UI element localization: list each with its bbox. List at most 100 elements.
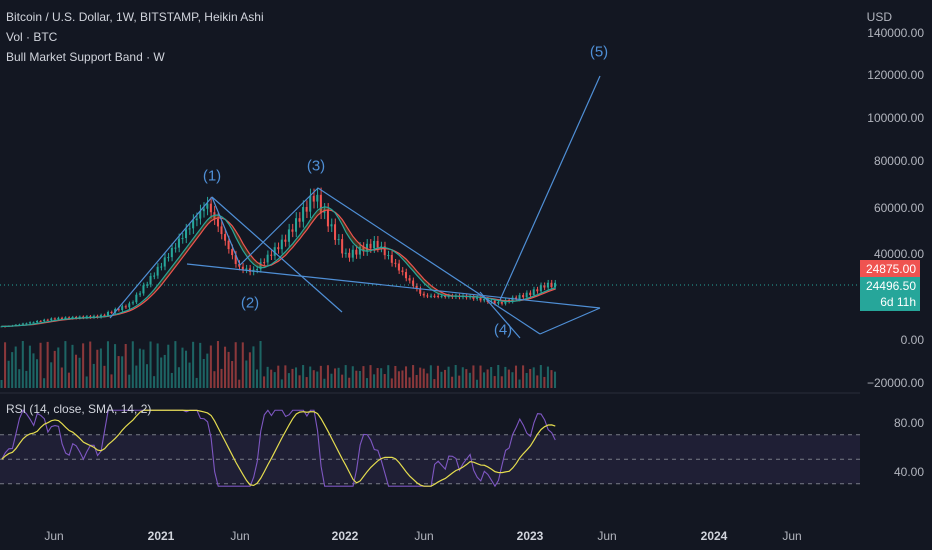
rsi-band (0, 434, 860, 484)
currency-label[interactable]: USD (866, 10, 892, 24)
candle-body (408, 278, 411, 281)
volume-bar (408, 377, 411, 388)
candle-body (216, 218, 219, 227)
volume-bar (174, 341, 177, 388)
volume-bar (103, 365, 106, 388)
price-tick: 60000.00 (873, 201, 924, 215)
candle-body (302, 206, 305, 222)
volume-bar (0, 380, 3, 388)
volume-bar (344, 365, 347, 388)
volume-bar (358, 370, 361, 388)
candle-body (138, 293, 141, 295)
volume-bar (156, 343, 159, 388)
last-price-badge: 24875.00 (860, 260, 920, 278)
volume-bar (525, 372, 528, 388)
time-tick: 2024 (700, 529, 728, 543)
volume-bar (7, 360, 10, 388)
candle-body (57, 317, 60, 320)
volume-bar (96, 349, 99, 388)
volume-bar (248, 352, 251, 388)
volume-bar (185, 350, 188, 388)
volume-bar (546, 366, 549, 388)
volume-bar (543, 376, 546, 388)
trendline (211, 196, 343, 313)
volume-bar (220, 368, 223, 388)
volume-bar (536, 375, 539, 388)
volume-bar (209, 345, 212, 388)
volume-bar (227, 351, 230, 388)
candle-body (422, 293, 425, 296)
candle-body (231, 249, 234, 256)
candle-body (511, 297, 514, 302)
candle-body (142, 285, 145, 294)
volume-bar (131, 341, 134, 388)
volume-bar (539, 365, 542, 388)
candle-body (167, 257, 170, 259)
trendline (211, 196, 241, 266)
volume-bar (390, 378, 393, 388)
volume-bar (497, 365, 500, 388)
candle-body (156, 266, 159, 276)
volume-bar (479, 365, 482, 388)
candle-body (390, 255, 393, 263)
volume-bar (468, 372, 471, 388)
volume-bar (397, 371, 400, 388)
volume-bar (280, 379, 283, 388)
candle-body (404, 272, 408, 279)
volume-bar (309, 366, 312, 388)
candle-body (206, 203, 209, 209)
price-tick: 0.00 (900, 333, 924, 347)
volume-bar (206, 353, 209, 388)
bull-band-legend[interactable]: Bull Market Support Band · W (6, 50, 165, 64)
candle-body (106, 311, 109, 316)
candle-body (43, 319, 46, 322)
candle-body (348, 252, 351, 258)
volume-bar (216, 341, 219, 388)
trendline (186, 263, 601, 309)
volume-bar (266, 366, 269, 388)
trendline (317, 187, 541, 335)
candle-body (263, 262, 266, 264)
volume-bar (238, 379, 241, 388)
volume-bar (302, 365, 305, 388)
volume-bar (263, 376, 266, 388)
volume-bar (365, 378, 368, 388)
rsi-legend[interactable]: RSI (14, close, SMA, 14, 2) (6, 402, 152, 416)
volume-bar (404, 366, 408, 388)
candle-body (365, 243, 368, 252)
volume-bar (475, 379, 478, 388)
volume-bar (291, 368, 294, 388)
bar-countdown-badge: 6d 11h (860, 293, 920, 311)
time-tick: 2022 (331, 529, 359, 543)
volume-bar (21, 341, 24, 388)
volume-bar (507, 369, 510, 388)
candle-body (355, 249, 358, 255)
volume-bar (312, 370, 315, 388)
volume-bar (106, 341, 109, 388)
volume-bar (32, 353, 35, 388)
rsi-sma-line (1, 409, 556, 487)
candle-body (479, 297, 482, 301)
volume-bar (454, 365, 457, 388)
volume-bar (259, 341, 262, 388)
candle-body (188, 228, 191, 230)
candle-body (0, 326, 3, 328)
volume-bar (412, 365, 415, 388)
volume-bar (532, 367, 535, 388)
volume-bar (504, 366, 507, 388)
volume-bar (11, 352, 14, 388)
volume-bar (270, 369, 273, 388)
volume-legend[interactable]: Vol · BTC (6, 30, 58, 44)
candle-body (174, 247, 177, 249)
volume-bar (401, 370, 404, 388)
main-series-legend[interactable]: Bitcoin / U.S. Dollar, 1W, BITSTAMP, Hei… (6, 10, 264, 24)
candle-body (280, 239, 283, 250)
volume-bar (46, 341, 49, 388)
candle-body (170, 247, 173, 258)
volume-bar (465, 369, 468, 388)
candle-body (192, 220, 195, 229)
volume-bar (348, 377, 351, 388)
candle-body (121, 306, 124, 311)
